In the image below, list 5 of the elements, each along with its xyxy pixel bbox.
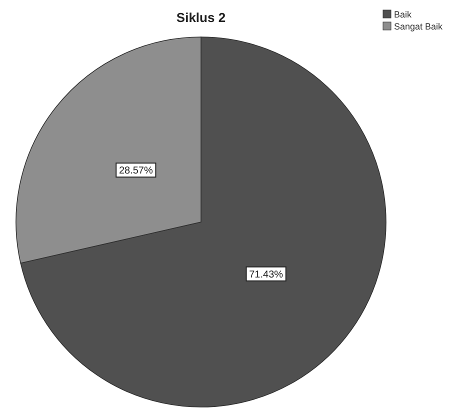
legend-label: Sangat Baik — [394, 22, 444, 32]
legend-label: Baik — [394, 10, 412, 20]
data-label: 71.43% — [249, 269, 284, 280]
data-label: 28.57% — [118, 166, 153, 177]
chart-title: Siklus 2 — [176, 10, 226, 25]
